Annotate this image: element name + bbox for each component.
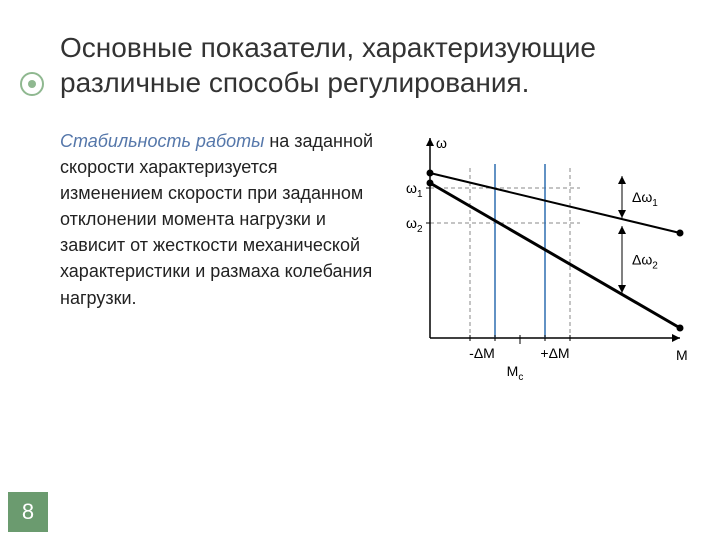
svg-text:Δω1: Δω1 [632,189,658,209]
svg-text:-ΔM: -ΔM [469,345,495,361]
svg-text:ω1: ω1 [406,180,423,200]
slide-title: Основные показатели, характеризующие раз… [60,30,680,100]
svg-text:Δω2: Δω2 [632,252,658,272]
chart-svg: ω1 ω2 Δω1 Δω2 ω M -ΔM +ΔM Mc [390,128,690,408]
content-row: Стабильность работы на заданной скорости… [60,128,680,428]
svg-text:+ΔM: +ΔM [540,345,569,361]
body-rest: на заданной скорости характеризуется изм… [60,131,373,308]
body-italic: Стабильность работы [60,131,264,151]
slide: Основные показатели, характеризующие раз… [0,0,720,540]
svg-text:ω2: ω2 [406,215,423,235]
svg-text:ω: ω [436,135,447,151]
bullet-icon [20,72,44,96]
svg-text:M: M [676,347,688,363]
chart: ω1 ω2 Δω1 Δω2 ω M -ΔM +ΔM Mc [390,128,690,428]
svg-text:Mc: Mc [507,363,524,383]
body-text: Стабильность работы на заданной скорости… [60,128,380,311]
slide-number: 8 [8,492,48,532]
